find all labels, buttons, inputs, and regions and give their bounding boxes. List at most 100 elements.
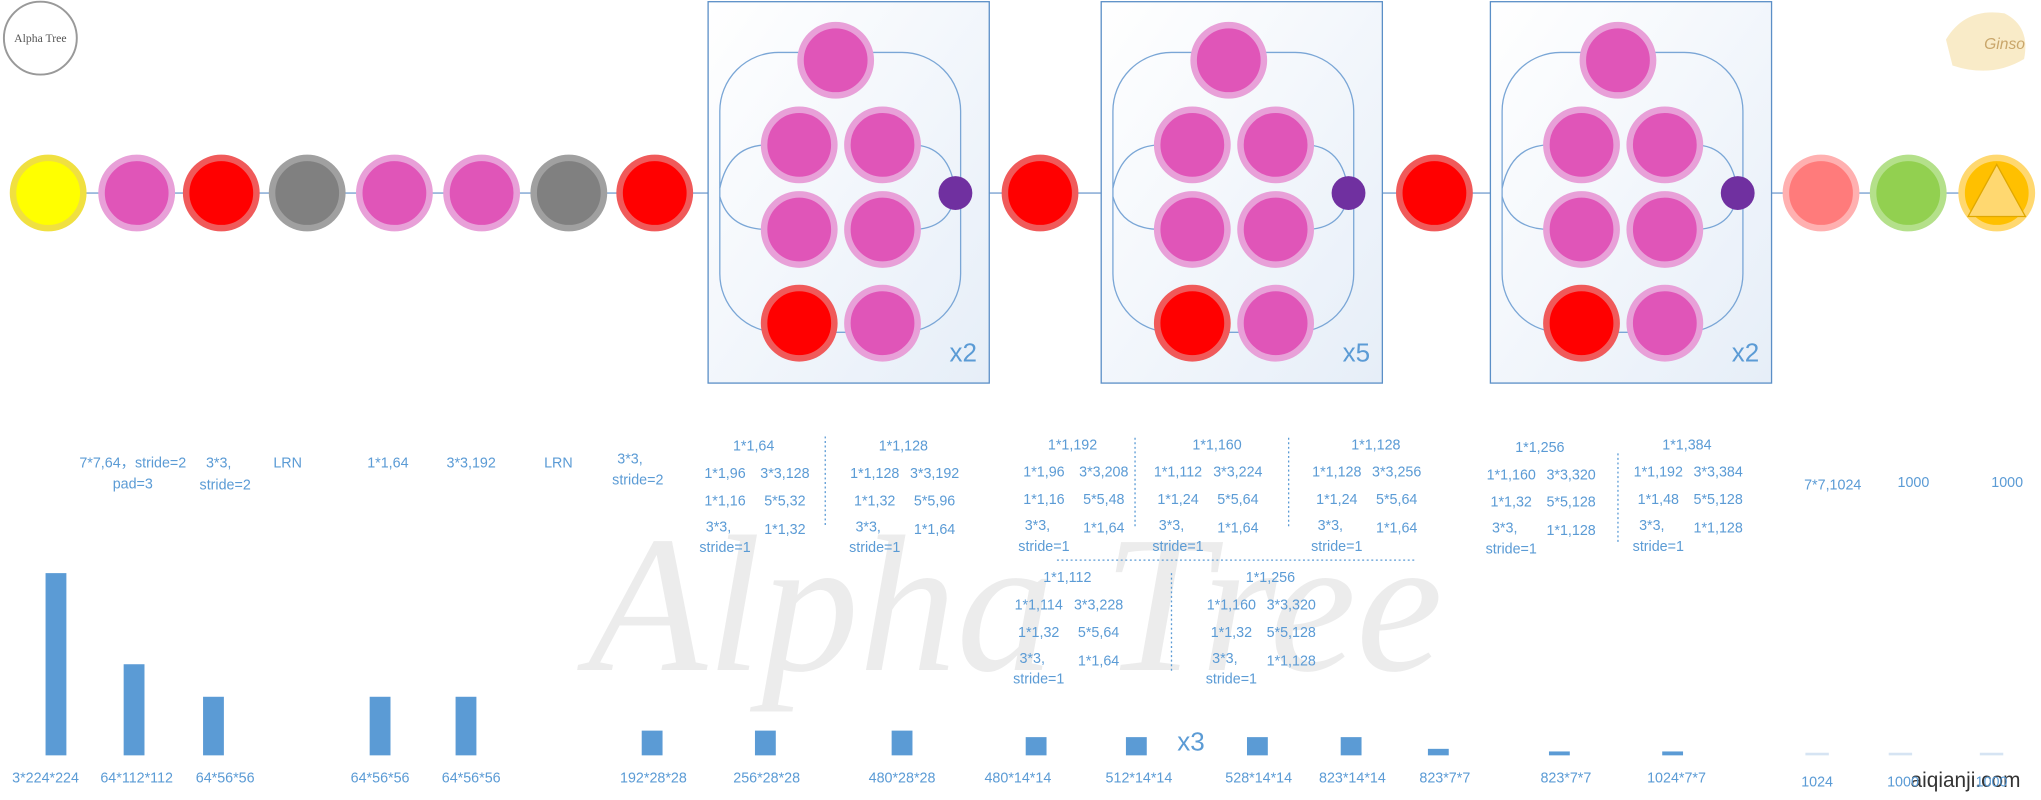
layer-param: 3*3,256 [1372,465,1421,481]
layer-param: 1*1,48 [1638,492,1679,508]
layer-param: 1*1,64 [1083,521,1124,537]
watermark: Alpha Tree [577,497,1443,713]
feature-size: 64*56*56 [351,771,410,787]
layer-param: 7*7,1024 [1804,478,1861,494]
layer-node [1237,106,1315,184]
feature-bar [1805,752,1829,756]
feature-bar [1025,737,1047,756]
layer-node [844,191,921,268]
layer-param: 3*3,320 [1267,597,1316,613]
layer-param: 1*1,128 [1351,437,1400,453]
layer-node [1153,284,1231,362]
layer-param: stride=2 [200,478,251,494]
feature-size: 512*14*14 [1106,771,1173,787]
layer-param: 1*1,384 [1662,437,1711,453]
layer-node [1626,191,1704,268]
layer-node [1626,284,1704,362]
layer-node [844,284,921,362]
feature-size: 192*28*28 [620,771,687,787]
layer-node [844,106,921,184]
output-triangle [1967,163,2027,218]
layer-param: 3*3, [206,456,231,472]
layer-param: 1*1,128 [879,439,928,455]
repeat-label: x2 [1732,337,1759,367]
layer-param: 1*1,64 [1078,653,1119,669]
layer-param: 1*1,32 [764,522,805,538]
feature-size: 64*56*56 [442,771,501,787]
repeat-label: x3 [1177,727,1204,757]
layer-node [797,21,875,99]
feature-size: 528*14*14 [1225,771,1292,787]
layer-node [1543,284,1620,362]
feature-size: 823*7*7 [1419,771,1470,787]
feature-bar [1548,751,1570,756]
layer-param: stride=1 [1633,539,1684,555]
feature-size: 64*112*112 [100,771,173,787]
layer-param: 1*1,16 [704,493,745,509]
layer-node [1782,154,1860,232]
layer-node [1626,106,1704,184]
feature-bar [45,573,67,756]
feature-bar [1979,752,2004,756]
layer-node [1237,191,1315,268]
layer-param: 5*5,48 [1083,492,1124,508]
feature-size: 3*224*224 [12,771,79,787]
layer-param: 3*3,192 [910,466,959,482]
layer-param: 3*3,128 [760,466,809,482]
layer-param: stride=2 [612,472,663,488]
layer-param: 1*1,160 [1207,597,1256,613]
feature-bar [1125,737,1147,756]
layer-param: 1*1,32 [854,493,895,509]
feature-size: 1024*7*7 [1647,771,1706,787]
feature-size: 480*28*28 [869,771,936,787]
layer-param: 5*5,64 [1217,492,1258,508]
layer-param: 1*1,192 [1634,465,1683,481]
feature-size: 1024 [1801,774,1833,790]
layer-param: 3*3,208 [1079,465,1128,481]
layer-param: 1*1,128 [1312,465,1361,481]
layer-node [1190,21,1268,99]
layer-node [1869,154,1947,232]
layer-node [1579,21,1657,99]
feature-bar [754,730,776,756]
layer-param: 1*1,128 [1694,521,1743,537]
layer-node [1001,154,1079,232]
feature-bar [1340,737,1362,756]
layer-node [1543,191,1620,268]
feature-size: 1000 [1887,774,1919,790]
site-text: aiqianji.com [1911,769,2021,792]
layer-param: 1*1,256 [1246,570,1295,586]
concat-node [938,176,973,210]
concat-node [1331,176,1366,210]
layer-param: 3*3, [1212,651,1237,667]
layer-param: 1*1,114 [1015,597,1063,613]
layer-node [268,154,346,232]
layer-param: 1*1,64 [914,522,955,538]
layer-param: 1*1,128 [1267,653,1316,669]
layer-param: 1*1,96 [704,466,745,482]
layer-node [616,154,694,232]
layer-param: LRN [544,456,573,472]
feature-size: 64*56*56 [196,771,255,787]
repeat-label: x2 [949,337,976,367]
layer-param: 3*3, [1639,518,1664,534]
layer-param: stride=1 [1311,539,1362,555]
layer-node [98,154,176,232]
feature-bar [455,696,477,756]
layer-node [9,154,87,232]
layer-param: 1000 [1991,475,2023,491]
feature-bar [203,696,224,756]
layer-param: 1*1,160 [1192,437,1241,453]
layer-param: stride=1 [1152,539,1203,555]
layer-param: 3*3, [1019,651,1044,667]
layer-node [530,154,608,232]
feature-bar [641,730,663,756]
layer-param: 3*3, [1159,518,1184,534]
feature-bar [1888,752,1913,756]
layer-param: stride=1 [1486,541,1537,557]
layer-param: 5*5,32 [764,493,805,509]
layer-param: stride=1 [849,540,900,556]
feature-bar [1662,751,1684,756]
layer-param: 1*1,96 [1023,465,1064,481]
